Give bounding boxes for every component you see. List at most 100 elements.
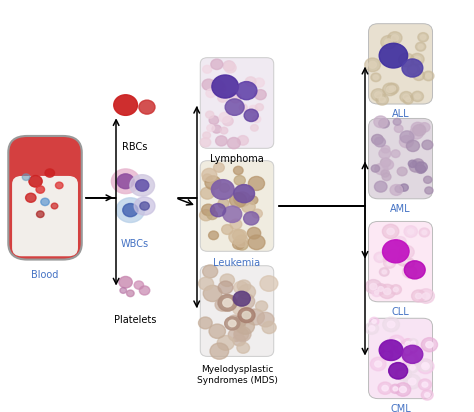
Circle shape — [418, 289, 434, 303]
Circle shape — [206, 89, 216, 98]
Circle shape — [414, 56, 421, 62]
Circle shape — [403, 95, 413, 104]
Circle shape — [249, 105, 258, 113]
Circle shape — [415, 162, 427, 172]
Circle shape — [209, 116, 219, 124]
Circle shape — [383, 258, 395, 268]
Circle shape — [411, 290, 426, 302]
Circle shape — [236, 239, 248, 250]
Circle shape — [234, 176, 246, 185]
Circle shape — [420, 35, 426, 40]
Circle shape — [425, 393, 430, 397]
Circle shape — [222, 225, 233, 234]
Circle shape — [407, 356, 414, 363]
Circle shape — [400, 184, 408, 191]
Circle shape — [381, 342, 394, 353]
Circle shape — [41, 198, 49, 206]
Circle shape — [22, 174, 30, 180]
Circle shape — [397, 167, 407, 176]
Circle shape — [408, 160, 417, 167]
Circle shape — [232, 321, 246, 332]
Text: Myelodysplastic
Syndromes (MDS): Myelodysplastic Syndromes (MDS) — [197, 365, 277, 385]
Text: ALL: ALL — [392, 109, 410, 119]
Circle shape — [422, 293, 430, 300]
FancyBboxPatch shape — [368, 119, 432, 199]
Circle shape — [425, 187, 433, 194]
Circle shape — [262, 321, 276, 334]
Circle shape — [374, 116, 387, 128]
Circle shape — [374, 361, 382, 367]
Circle shape — [404, 374, 421, 389]
Circle shape — [374, 75, 378, 80]
Circle shape — [395, 369, 407, 379]
Circle shape — [257, 312, 274, 327]
Circle shape — [421, 390, 433, 400]
Circle shape — [390, 185, 402, 195]
Circle shape — [422, 382, 428, 387]
Text: Blood: Blood — [31, 270, 59, 280]
Circle shape — [230, 219, 242, 229]
Circle shape — [200, 138, 211, 147]
Circle shape — [418, 44, 423, 49]
Circle shape — [365, 58, 381, 72]
Circle shape — [384, 352, 390, 357]
Circle shape — [393, 118, 401, 125]
Circle shape — [416, 42, 426, 51]
Circle shape — [372, 288, 382, 297]
Circle shape — [254, 78, 264, 87]
Circle shape — [422, 230, 427, 234]
Circle shape — [394, 341, 410, 355]
Circle shape — [381, 170, 390, 177]
Circle shape — [223, 61, 235, 71]
Text: RBCs: RBCs — [122, 142, 148, 152]
Circle shape — [205, 176, 221, 190]
Circle shape — [242, 201, 255, 213]
Circle shape — [207, 211, 218, 220]
Circle shape — [413, 159, 424, 169]
Circle shape — [255, 104, 264, 111]
Circle shape — [203, 286, 222, 302]
Circle shape — [246, 309, 264, 325]
Text: Leukemia: Leukemia — [213, 258, 261, 267]
Circle shape — [233, 316, 246, 328]
Circle shape — [239, 104, 247, 111]
Circle shape — [415, 293, 422, 299]
Circle shape — [393, 387, 398, 391]
Circle shape — [404, 261, 425, 279]
Circle shape — [390, 285, 401, 295]
Circle shape — [225, 99, 244, 115]
Circle shape — [386, 255, 392, 260]
Circle shape — [415, 94, 420, 99]
Circle shape — [218, 199, 229, 208]
Circle shape — [374, 290, 379, 294]
Circle shape — [406, 269, 413, 275]
Circle shape — [426, 342, 433, 348]
Circle shape — [379, 148, 391, 159]
Circle shape — [407, 64, 420, 75]
Circle shape — [387, 261, 392, 265]
Circle shape — [375, 163, 388, 175]
Circle shape — [402, 347, 412, 356]
Circle shape — [405, 349, 410, 353]
Circle shape — [217, 335, 234, 350]
Circle shape — [374, 252, 386, 262]
Circle shape — [401, 258, 407, 263]
Circle shape — [202, 79, 215, 90]
Circle shape — [406, 97, 410, 102]
Circle shape — [403, 353, 419, 366]
Circle shape — [228, 328, 243, 342]
Circle shape — [244, 109, 258, 122]
Circle shape — [212, 125, 221, 133]
Circle shape — [400, 131, 414, 143]
Circle shape — [228, 315, 240, 326]
Circle shape — [387, 250, 399, 260]
Circle shape — [386, 83, 399, 94]
Circle shape — [413, 124, 426, 136]
Circle shape — [219, 183, 229, 192]
Circle shape — [374, 181, 387, 192]
FancyBboxPatch shape — [368, 222, 432, 302]
Circle shape — [403, 249, 410, 255]
Circle shape — [234, 281, 248, 294]
Circle shape — [375, 92, 382, 98]
Circle shape — [393, 339, 400, 345]
